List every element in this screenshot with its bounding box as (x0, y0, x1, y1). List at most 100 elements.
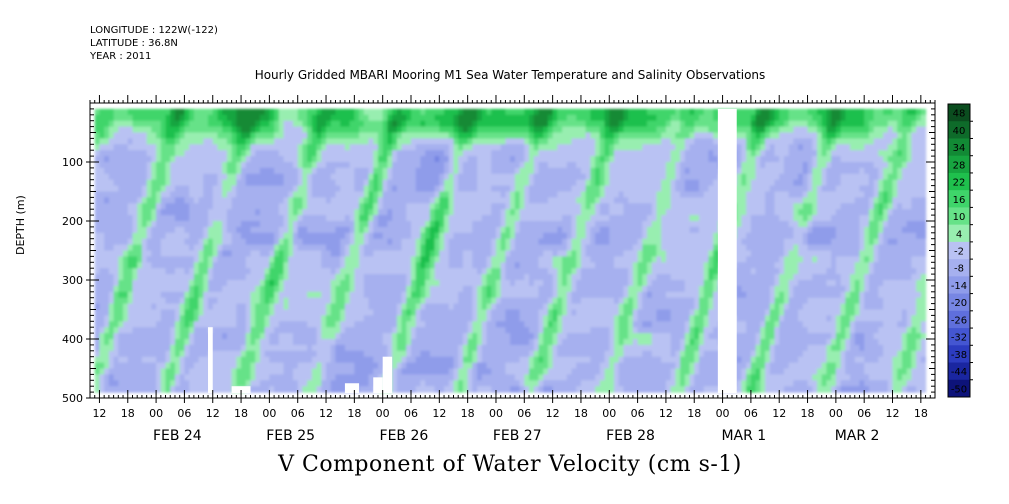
field-cell (292, 203, 299, 210)
field-cell (137, 339, 143, 346)
field-cell (288, 132, 294, 139)
field-cell (580, 162, 587, 169)
field-cell (259, 114, 266, 122)
field-cell (396, 327, 403, 334)
field-cell (453, 126, 459, 134)
field-cell (193, 344, 200, 352)
field-cell (264, 380, 270, 387)
field-cell (274, 144, 280, 151)
field-cell (529, 344, 535, 352)
field-cell (274, 386, 280, 393)
field-cell (151, 280, 157, 287)
field-cell (283, 209, 289, 216)
field-cell (529, 203, 535, 210)
field-cell (326, 268, 332, 275)
field-cell (94, 303, 101, 311)
field-cell (274, 215, 280, 222)
field-cell (491, 238, 497, 246)
field-cell (477, 179, 483, 187)
field-cell (387, 108, 393, 116)
field-cell (113, 327, 119, 334)
field-cell (543, 274, 549, 281)
field-cell (392, 173, 398, 181)
field-cell (481, 303, 488, 311)
field-cell (222, 333, 228, 340)
field-cell (387, 150, 393, 157)
field-cell (373, 138, 379, 145)
field-cell (377, 162, 384, 169)
field-cell (222, 232, 228, 240)
field-cell (326, 232, 332, 240)
field-cell (387, 321, 393, 328)
field-cell (141, 215, 148, 222)
field-cell (462, 150, 469, 157)
field-cell (123, 344, 129, 352)
field-cell (411, 238, 417, 246)
field-cell (278, 226, 285, 234)
field-cell (387, 333, 393, 340)
field-cell (165, 280, 171, 287)
field-cell (425, 197, 431, 204)
field-cell (562, 291, 568, 299)
field-cell (104, 209, 110, 216)
field-cell (552, 250, 558, 257)
field-cell (486, 285, 492, 293)
field-cell (269, 108, 275, 116)
field-cell (326, 356, 332, 364)
field-cell (566, 262, 573, 269)
field-cell (472, 185, 478, 193)
field-cell (510, 333, 516, 340)
field-cell (179, 132, 186, 139)
field-cell (340, 333, 346, 340)
field-cell (444, 215, 450, 222)
field-cell (165, 226, 171, 234)
field-cell (529, 285, 535, 293)
field-cell (212, 256, 219, 263)
field-cell (174, 315, 181, 322)
field-cell (269, 344, 275, 352)
field-cell (165, 132, 171, 139)
field-cell (94, 162, 101, 169)
field-cell (132, 120, 138, 128)
field-cell (123, 167, 129, 175)
field-cell (401, 162, 407, 169)
field-cell (302, 197, 308, 204)
field-cell (226, 191, 233, 198)
field-cell (193, 380, 200, 387)
field-cell (174, 309, 181, 316)
field-cell (434, 268, 440, 275)
field-cell (141, 356, 148, 364)
field-cell (396, 386, 403, 393)
field-cell (99, 238, 105, 246)
field-cell (222, 156, 228, 163)
field-cell (557, 150, 563, 157)
field-cell (576, 321, 582, 328)
field-cell (373, 197, 379, 204)
field-cell (179, 291, 186, 299)
field-cell (274, 285, 280, 293)
field-cell (434, 315, 440, 322)
field-cell (434, 221, 440, 228)
field-cell (283, 221, 289, 228)
field-cell (222, 238, 228, 246)
field-cell (472, 150, 478, 157)
field-cell (160, 150, 167, 157)
field-cell (255, 291, 261, 299)
field-cell (108, 291, 115, 299)
field-cell (335, 114, 341, 122)
field-cell (288, 138, 294, 145)
field-cell (467, 203, 473, 210)
field-cell (151, 173, 157, 181)
field-cell (557, 114, 563, 122)
field-cell (189, 221, 195, 228)
field-cell (434, 380, 440, 387)
field-cell (113, 368, 119, 375)
field-cell (217, 327, 223, 334)
field-cell (439, 162, 445, 169)
field-cell (538, 126, 544, 134)
field-cell (444, 280, 450, 287)
field-cell (533, 203, 540, 210)
field-cell (444, 344, 450, 352)
field-cell (529, 132, 535, 139)
field-cell (411, 108, 417, 116)
